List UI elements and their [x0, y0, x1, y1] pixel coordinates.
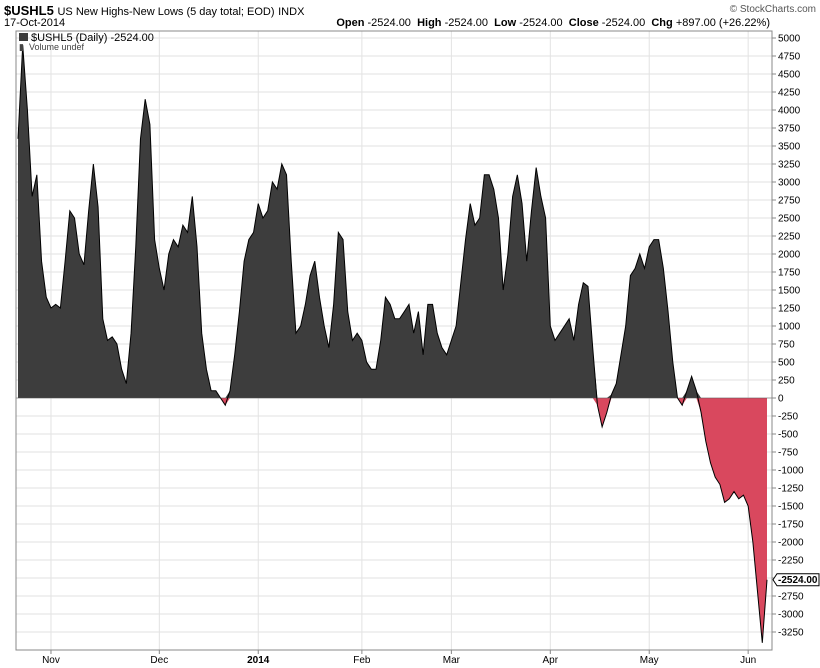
y-tick-label: 0 — [778, 394, 784, 405]
y-tick-label: -500 — [778, 430, 798, 441]
open-value: -2524.00 — [367, 17, 411, 29]
x-tick-label: 2014 — [247, 655, 270, 666]
legend-volume: Volume undef — [29, 42, 85, 52]
x-tick-label: Jun — [740, 655, 756, 666]
y-tick-label: 4500 — [778, 70, 801, 81]
y-tick-label: 4000 — [778, 106, 801, 117]
chart-date: 17-Oct-2014 — [4, 17, 66, 29]
chg-value: +897.00 (+26.22%) — [675, 17, 770, 29]
last-value-label: -2524.00 — [778, 575, 818, 586]
close-label: Close — [568, 17, 599, 29]
y-tick-label: -3000 — [778, 610, 804, 621]
positive-area — [18, 45, 767, 398]
y-tick-label: 1500 — [778, 286, 801, 297]
y-tick-label: 3000 — [778, 178, 801, 189]
x-tick-label: Dec — [150, 655, 168, 666]
chart-header: $USHL5 US New Highs-New Lows (5 day tota… — [0, 0, 820, 34]
y-tick-label: 2250 — [778, 232, 801, 243]
y-tick-label: -1750 — [778, 520, 804, 531]
legend: $USHL5 (Daily) -2524.00 ▮ Volume undef — [19, 32, 154, 52]
area-fills — [16, 45, 772, 643]
high-label: High — [417, 17, 442, 29]
plot-frame — [15, 30, 773, 651]
y-axis: 5000475045004250400037503500325030002750… — [772, 34, 804, 639]
y-tick-label: 1750 — [778, 268, 801, 279]
legend-price: $USHL5 (Daily) -2524.00 — [31, 32, 154, 44]
low-value: -2524.00 — [519, 17, 563, 29]
x-tick-label: Nov — [42, 655, 60, 666]
x-tick-label: Mar — [443, 655, 461, 666]
y-tick-label: 4750 — [778, 52, 801, 63]
series-outline — [17, 45, 768, 643]
y-tick-label: -1250 — [778, 484, 804, 495]
x-tick-label: Feb — [353, 655, 371, 666]
series-line — [17, 45, 768, 643]
y-tick-label: 500 — [778, 358, 795, 369]
y-tick-label: 3250 — [778, 160, 801, 171]
y-tick-label: -2250 — [778, 556, 804, 567]
y-tick-label: 1000 — [778, 322, 801, 333]
y-tick-label: -2750 — [778, 592, 804, 603]
last-value-box — [772, 573, 820, 587]
brand-watermark: © StockCharts.com — [729, 4, 816, 15]
y-tick-label: 2000 — [778, 250, 801, 261]
symbol: $USHL5 — [4, 3, 54, 18]
y-tick-label: -250 — [778, 412, 798, 423]
legend-swatch — [19, 33, 28, 41]
y-tick-label: -750 — [778, 448, 798, 459]
y-tick-label: 2500 — [778, 214, 801, 225]
y-tick-label: 4250 — [778, 88, 801, 99]
y-tick-label: 5000 — [778, 34, 801, 45]
y-tick-label: -2000 — [778, 538, 804, 549]
y-tick-label: 1250 — [778, 304, 801, 315]
y-tick-label: -1500 — [778, 502, 804, 513]
low-label: Low — [494, 17, 517, 29]
x-tick-label: May — [640, 655, 659, 666]
y-tick-label: -1000 — [778, 466, 804, 477]
y-tick-label: 3750 — [778, 124, 801, 135]
y-tick-label: 750 — [778, 340, 795, 351]
y-tick-label: 250 — [778, 376, 795, 387]
y-tick-label: 3500 — [778, 142, 801, 153]
chg-label: Chg — [651, 17, 673, 29]
ohlc-readout: Open -2524.00 High -2524.00 Low -2524.00… — [336, 17, 770, 29]
legend-volume-icon: ▮ — [19, 42, 24, 52]
negative-area — [18, 398, 767, 643]
open-label: Open — [336, 17, 365, 29]
x-tick-label: Apr — [543, 655, 559, 666]
high-value: -2524.00 — [444, 17, 489, 29]
symbol-description: US New Highs-New Lows (5 day total; EOD) — [57, 6, 275, 18]
last-value-marker: -2524.00 — [772, 573, 820, 587]
chart-title: $USHL5 US New Highs-New Lows (5 day tota… — [4, 3, 304, 18]
x-axis: NovDec2014FebMarAprMayJunJulAugSepOct — [42, 650, 756, 666]
y-tick-label: -3250 — [778, 628, 804, 639]
y-tick-label: 2750 — [778, 196, 801, 207]
exchange: INDX — [278, 6, 305, 18]
close-value: -2524.00 — [601, 17, 646, 29]
